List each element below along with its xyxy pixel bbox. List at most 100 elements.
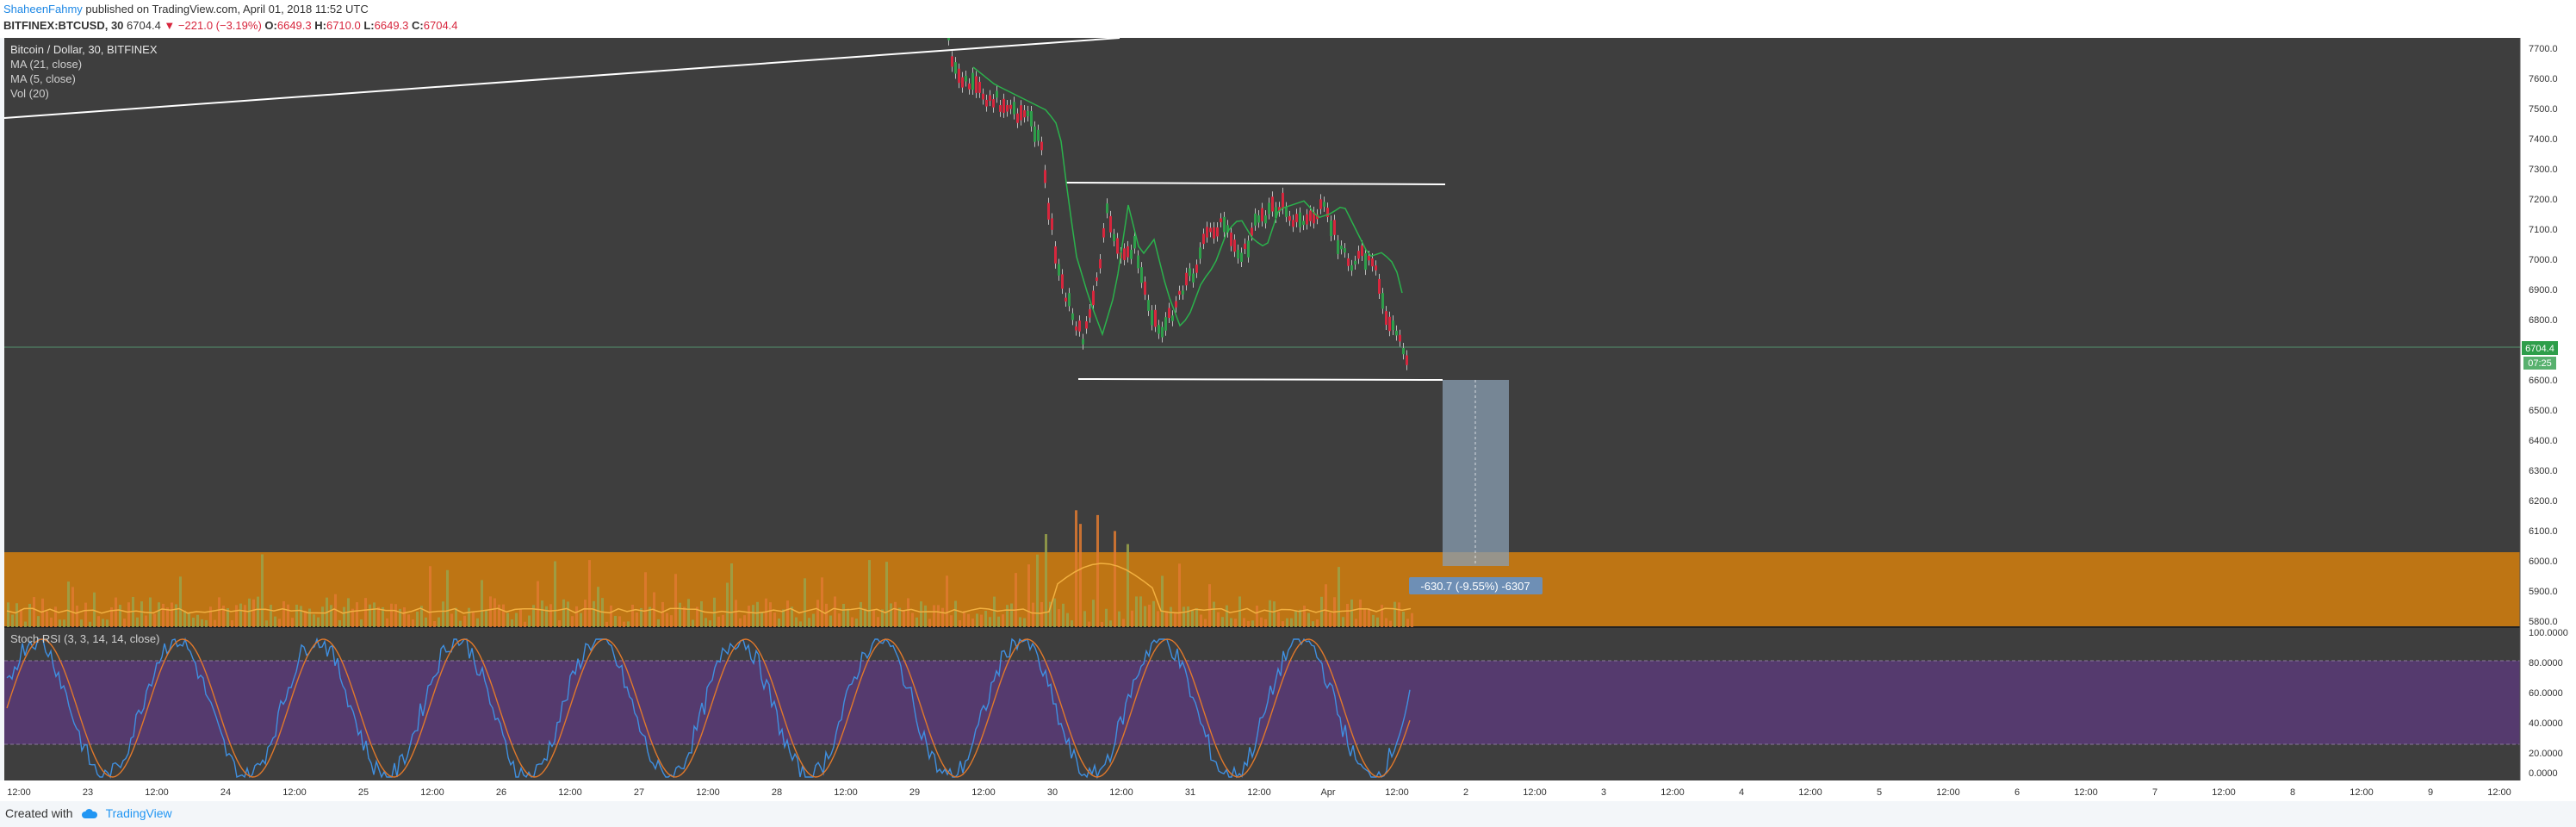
candle: [1326, 208, 1329, 218]
legend-ma21[interactable]: MA (21, close): [10, 58, 82, 71]
legend-vol[interactable]: Vol (20): [10, 87, 49, 100]
time-label: 12:00: [1798, 787, 1822, 798]
volume-bar: [636, 612, 638, 627]
candle: [1220, 218, 1222, 222]
rsi-label: 0.0000: [2529, 768, 2558, 779]
candle: [1302, 221, 1305, 226]
candle: [1140, 267, 1143, 283]
volume-bar: [1204, 619, 1207, 627]
volume-bar: [696, 606, 698, 627]
volume-bar: [214, 619, 216, 627]
time-label: 25: [358, 787, 369, 798]
volume-bar: [554, 561, 556, 627]
rsi-band: [4, 661, 2520, 744]
volume-bar: [778, 618, 780, 627]
candle: [1006, 104, 1009, 112]
price-label: 7700.0: [2529, 44, 2558, 54]
volume-bar: [627, 621, 630, 627]
time-axis-labels: 12:00 23 12:00 24 12:00 25 12:00 26 12:00 27 12:00…: [7, 787, 2511, 798]
price-label: 7600.0: [2529, 74, 2558, 84]
volume-bar: [971, 618, 974, 627]
volume-bar: [1088, 621, 1090, 627]
price-label: 6500.0: [2529, 406, 2558, 416]
volume-bar: [739, 618, 742, 627]
time-label: 12:00: [1109, 787, 1133, 798]
volume-bar: [511, 619, 513, 627]
volume-bar: [804, 578, 806, 627]
rsi-label: 80.0000: [2529, 658, 2563, 668]
time-label: 12:00: [696, 787, 720, 798]
legend-ma5[interactable]: MA (5, close): [10, 72, 76, 85]
main-pane[interactable]: [4, 38, 2520, 627]
legend-stoch[interactable]: Stoch RSI (3, 3, 14, 14, close): [10, 632, 159, 645]
volume-bar: [1045, 534, 1047, 627]
volume-bar: [1338, 567, 1340, 627]
volume-bar: [993, 596, 996, 627]
volume-bar: [1385, 618, 1387, 627]
volume-bar: [954, 600, 957, 627]
candle: [1144, 281, 1146, 295]
candle: [1282, 192, 1284, 209]
candle: [982, 93, 984, 100]
tradingview-link[interactable]: TradingView: [105, 806, 172, 820]
volume-bar: [119, 605, 121, 627]
time-label: 29: [909, 787, 920, 798]
volume-bar: [231, 620, 233, 627]
volume-bar: [610, 605, 612, 627]
volume-bar: [661, 601, 664, 627]
volume-bar: [171, 602, 173, 627]
volume-bar: [605, 621, 608, 627]
candle: [1278, 207, 1281, 212]
measure-label-box: [1409, 577, 1542, 594]
volume-bar: [209, 606, 212, 627]
volume-bar: [265, 620, 268, 627]
time-axis[interactable]: [0, 780, 2576, 801]
price-label: 5900.0: [2529, 587, 2558, 597]
rsi-axis-labels: 100.0000 80.0000 60.0000 40.0000 20.0000 0.00…: [2529, 628, 2568, 779]
time-label: 6: [2014, 787, 2020, 798]
volume-bar: [959, 620, 961, 627]
volume-bar: [1226, 605, 1228, 627]
candle: [1347, 258, 1350, 266]
time-label: 12:00: [7, 787, 31, 798]
volume-bar: [834, 596, 836, 627]
volume-bar: [618, 616, 621, 627]
volume-bar: [1368, 608, 1370, 627]
volume-bar: [1170, 606, 1172, 627]
price-label: 7100.0: [2529, 225, 2558, 235]
candle: [1202, 233, 1205, 245]
volume-bar: [1139, 596, 1142, 627]
volume-bar: [657, 619, 660, 627]
candle: [1237, 249, 1239, 259]
volume-bar: [1256, 606, 1258, 627]
volume-bar: [222, 606, 225, 627]
time-label: 31: [1185, 787, 1195, 798]
volume-bar: [334, 594, 337, 627]
volume-bar: [786, 600, 789, 627]
volume-bar: [227, 608, 229, 627]
candle: [1016, 113, 1019, 123]
volume-bar: [489, 596, 492, 627]
candle: [989, 95, 991, 102]
volume-bar: [1036, 554, 1039, 627]
volume-bar: [1015, 573, 1017, 627]
volume-bar: [1350, 599, 1353, 627]
time-label: 24: [220, 787, 231, 798]
price-chart[interactable]: -630.7 (-9.55%) -6307 Bitcoin / Dollar, …: [0, 38, 2576, 801]
price-axis[interactable]: [2520, 38, 2576, 801]
volume-bar: [218, 597, 220, 627]
candle: [1233, 239, 1236, 252]
volume-bar: [127, 602, 130, 627]
candle: [1344, 248, 1346, 253]
candle: [1199, 247, 1201, 259]
candle: [1378, 278, 1381, 294]
author-link[interactable]: ShaheenFahmy: [3, 3, 83, 16]
candle: [1216, 227, 1219, 237]
candle: [1164, 317, 1167, 331]
candle: [1020, 105, 1022, 121]
publish-text: published on TradingView.com, April 01, …: [82, 3, 369, 16]
volume-bar: [416, 611, 419, 627]
volume-bar: [97, 616, 100, 627]
volume-bar: [950, 615, 953, 627]
stoch-d-line: [6, 638, 1411, 778]
